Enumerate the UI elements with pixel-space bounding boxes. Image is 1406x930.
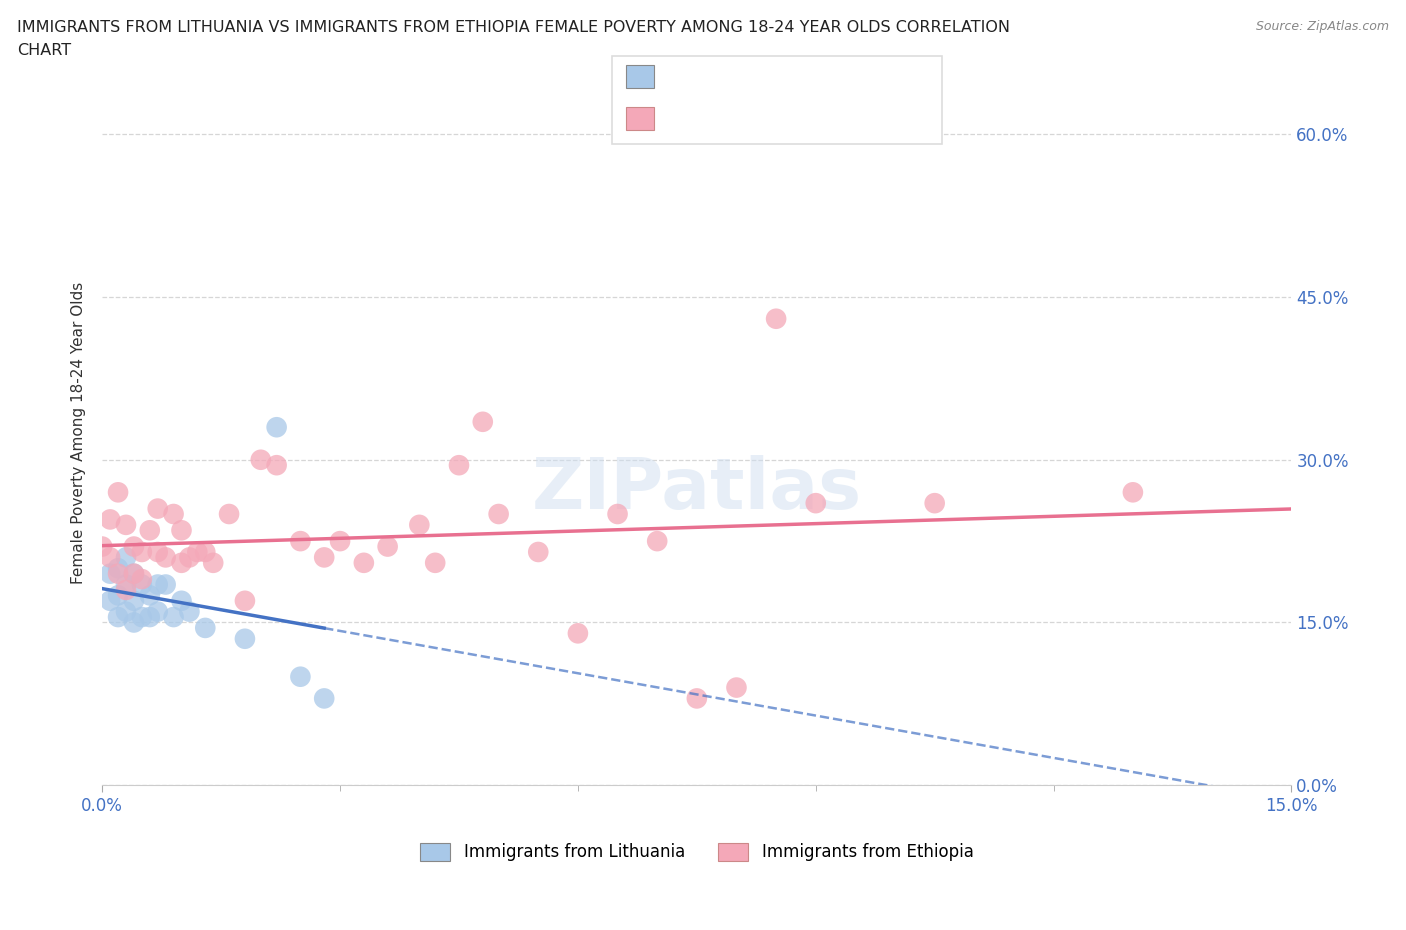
Point — [115, 604, 138, 619]
Legend: Immigrants from Lithuania, Immigrants from Ethiopia: Immigrants from Lithuania, Immigrants fr… — [413, 836, 980, 868]
Point — [266, 419, 288, 434]
Point — [686, 691, 709, 706]
Point — [645, 534, 668, 549]
Point — [314, 550, 336, 565]
Text: IMMIGRANTS FROM LITHUANIA VS IMMIGRANTS FROM ETHIOPIA FEMALE POVERTY AMONG 18-24: IMMIGRANTS FROM LITHUANIA VS IMMIGRANTS … — [17, 20, 1010, 35]
Point — [290, 534, 312, 549]
Text: CHART: CHART — [17, 43, 70, 58]
Text: ZIPatlas: ZIPatlas — [531, 455, 862, 524]
Point — [139, 523, 162, 538]
Text: Source: ZipAtlas.com: Source: ZipAtlas.com — [1256, 20, 1389, 33]
Point — [170, 555, 193, 570]
Point — [567, 626, 589, 641]
Point — [122, 539, 145, 554]
Point — [155, 550, 177, 565]
Point — [98, 512, 121, 527]
Point — [107, 566, 129, 581]
Point — [447, 458, 470, 472]
Point — [115, 578, 138, 592]
Point — [1122, 485, 1144, 499]
Point — [186, 545, 208, 560]
Point — [107, 561, 129, 576]
Point — [233, 593, 256, 608]
Point — [107, 588, 129, 603]
Point — [266, 458, 288, 472]
Point — [329, 534, 352, 549]
Point — [353, 555, 375, 570]
Point — [170, 523, 193, 538]
Point — [122, 566, 145, 581]
Point — [155, 578, 177, 592]
Point — [98, 593, 121, 608]
Point — [314, 691, 336, 706]
Point — [122, 615, 145, 630]
Point — [233, 631, 256, 646]
Point — [170, 593, 193, 608]
Text: R = -0.048   N = 26: R = -0.048 N = 26 — [662, 67, 825, 86]
Point — [249, 452, 271, 467]
Text: R =   0.131   N = 46: R = 0.131 N = 46 — [662, 109, 830, 127]
Point — [194, 545, 217, 560]
Point — [527, 545, 550, 560]
Point — [725, 680, 748, 695]
Point — [146, 545, 169, 560]
Point — [146, 578, 169, 592]
Point — [131, 578, 153, 592]
Point — [765, 312, 787, 326]
Point — [91, 539, 114, 554]
Point — [139, 588, 162, 603]
Point — [162, 610, 184, 625]
Point — [115, 582, 138, 597]
Point — [146, 604, 169, 619]
Point — [115, 550, 138, 565]
Point — [162, 507, 184, 522]
Point — [179, 604, 201, 619]
Point — [98, 566, 121, 581]
Point — [98, 550, 121, 565]
Point — [122, 593, 145, 608]
Point — [131, 545, 153, 560]
Point — [131, 572, 153, 587]
Point — [202, 555, 225, 570]
Point — [606, 507, 628, 522]
Point — [218, 507, 240, 522]
Point — [122, 566, 145, 581]
Point — [408, 517, 430, 532]
Point — [488, 507, 510, 522]
Point — [131, 610, 153, 625]
Point — [471, 415, 494, 430]
Point — [924, 496, 946, 511]
Point — [139, 610, 162, 625]
Point — [425, 555, 447, 570]
Point — [107, 485, 129, 499]
Point — [179, 550, 201, 565]
Point — [146, 501, 169, 516]
Point — [107, 610, 129, 625]
Point — [115, 517, 138, 532]
Point — [804, 496, 827, 511]
Point — [290, 670, 312, 684]
Point — [377, 539, 399, 554]
Y-axis label: Female Poverty Among 18-24 Year Olds: Female Poverty Among 18-24 Year Olds — [72, 282, 86, 584]
Point — [194, 620, 217, 635]
